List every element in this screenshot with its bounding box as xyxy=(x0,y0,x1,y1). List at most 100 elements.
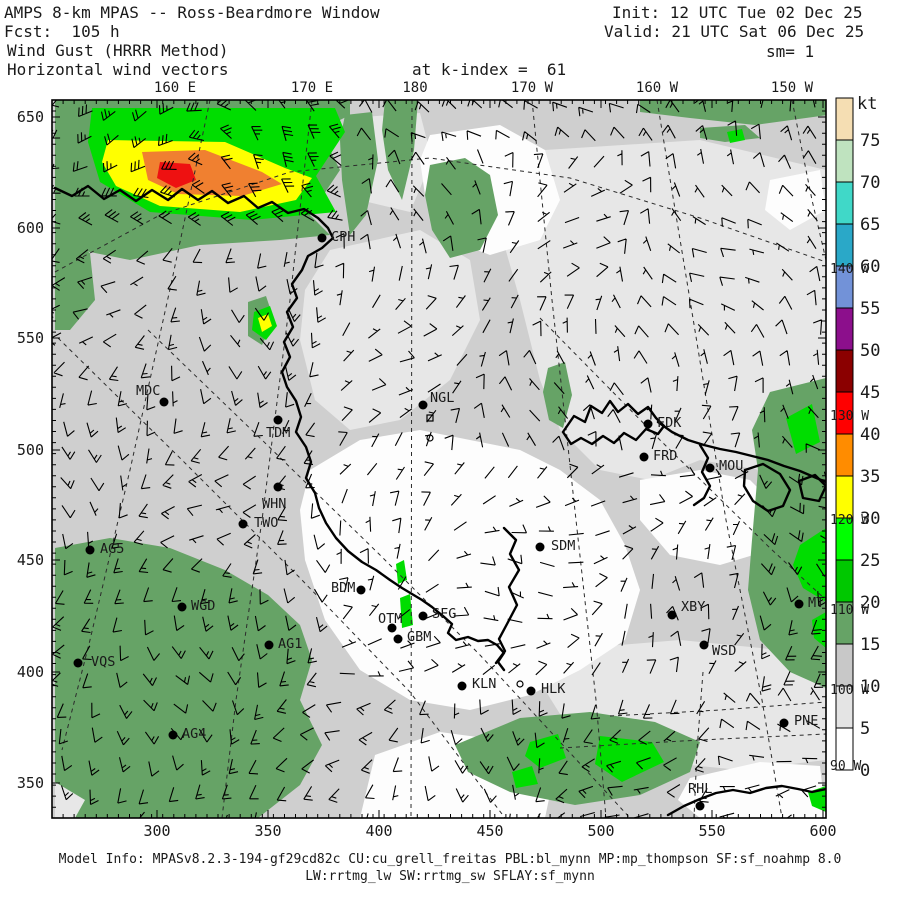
graticule-line xyxy=(693,671,704,818)
shade-region-bgreen xyxy=(525,734,566,768)
colorbar-segment xyxy=(835,643,854,687)
right-longitude-label: 120 W xyxy=(830,513,869,528)
station-label: BDM xyxy=(331,580,355,596)
y-axis-label: 600 xyxy=(17,219,44,237)
aws-circle-marker xyxy=(516,680,524,688)
station-label: MDC xyxy=(136,383,160,399)
x-axis-label: 350 xyxy=(254,822,281,840)
station-label: AG4 xyxy=(182,726,206,742)
shade-region-sage xyxy=(425,158,498,258)
shade-region-bgreen xyxy=(793,528,826,602)
station-label: VQS xyxy=(91,654,115,670)
station-WHN: WHN xyxy=(262,482,286,512)
graticule-line xyxy=(531,100,607,818)
station-marker xyxy=(273,482,283,492)
station-label: AG5 xyxy=(100,541,124,557)
shade-region-sage xyxy=(55,233,95,330)
shade-region-sage xyxy=(748,378,826,688)
x-axis-label: 400 xyxy=(365,822,392,840)
station-label: WSD xyxy=(712,643,736,659)
shade-region-light xyxy=(300,230,480,430)
station-label: NGL xyxy=(430,390,454,406)
colorbar-tick-label: 65 xyxy=(860,215,880,235)
colorbar-unit: kt xyxy=(857,94,877,114)
station-label: HLK xyxy=(541,681,566,697)
colorbar-tick-label: 40 xyxy=(860,425,880,445)
station-SFG: SFG xyxy=(418,606,456,622)
right-longitude-label: 140 W xyxy=(830,262,869,277)
station-marker xyxy=(535,542,545,552)
station-marker xyxy=(457,681,467,691)
forecast-hour: Fcst: 105 h xyxy=(4,22,120,41)
colorbar-tick-label: 20 xyxy=(860,593,880,613)
station-marker xyxy=(264,640,274,650)
coastline xyxy=(53,184,506,672)
colorbar-segment xyxy=(835,475,854,519)
colorbar-tick-label: 25 xyxy=(860,551,880,571)
station-label: FDK xyxy=(657,415,682,431)
shade-region-bgreen xyxy=(727,129,745,143)
station-AG1: AG1 xyxy=(264,636,302,652)
page-title: AMPS 8-km MPAS -- Ross-Beardmore Window xyxy=(4,3,380,22)
station-marker xyxy=(699,640,709,650)
station-marker xyxy=(643,419,653,429)
shade-region-bgreen xyxy=(396,560,407,584)
station-HLK: HLK xyxy=(526,681,566,697)
top-longitude-label: 170 W xyxy=(511,80,554,96)
station-marker xyxy=(387,623,397,633)
shade-region-sage xyxy=(382,100,418,200)
shade-region-bgreen xyxy=(400,594,413,628)
y-axis-label: 450 xyxy=(17,551,44,569)
init-time: Init: 12 UTC Tue 02 Dec 25 xyxy=(612,3,863,22)
colorbar-tick-label: 60 xyxy=(860,257,880,277)
top-longitude-label: 180 xyxy=(402,80,427,96)
station-marker xyxy=(418,400,428,410)
station-marker xyxy=(73,658,83,668)
station-marker xyxy=(317,233,327,243)
station-FDK: FDK xyxy=(643,415,682,431)
station-TWO: TWO xyxy=(238,515,278,531)
graticule-line xyxy=(791,100,826,261)
station-marker xyxy=(85,545,95,555)
shade-region-bgreen xyxy=(512,766,538,788)
station-TDM: TDM xyxy=(266,415,290,441)
aws-circle-marker xyxy=(426,434,434,442)
colorbar-tick-label: 75 xyxy=(860,131,880,151)
station-FRD: FRD xyxy=(639,448,677,464)
station-PNE: PNE xyxy=(779,713,818,729)
right-longitude-label: 130 W xyxy=(830,409,869,424)
station-marker xyxy=(356,585,366,595)
station-GBM: GBM xyxy=(393,629,431,645)
station-KLN: KLN xyxy=(457,676,496,692)
x-axis-label: 300 xyxy=(143,822,170,840)
shade-region-white xyxy=(678,762,826,818)
colorbar-segment xyxy=(835,727,854,771)
colorbar-tick-label: 0 xyxy=(860,761,870,781)
axis-ticks xyxy=(51,99,826,818)
station-label: XBY xyxy=(681,599,705,615)
station-label: FRD xyxy=(653,448,677,464)
station-label: TWO xyxy=(254,515,278,531)
coastline xyxy=(494,526,521,665)
top-longitude-label: 150 W xyxy=(771,80,814,96)
colorbar-segment xyxy=(835,307,854,351)
map-area: CPH MDC TDM NGL FDK FRD MOU WHN TWO AG5 SDM BDM WGD O… xyxy=(52,100,826,818)
colorbar-tick-label: 5 xyxy=(860,719,870,739)
station-label: KLN xyxy=(472,676,496,692)
x-axis-label: 600 xyxy=(809,822,836,840)
shade-region-light xyxy=(500,140,826,480)
field-name: Wind Gust (HRRR Method) xyxy=(7,41,229,60)
colorbar-segment xyxy=(835,433,854,477)
station-marker xyxy=(238,519,248,529)
station-marker xyxy=(779,718,789,728)
colorbar-segment xyxy=(835,139,854,183)
station-label: AG1 xyxy=(278,636,302,652)
shade-region-bgreen xyxy=(786,404,820,454)
station-label: GBM xyxy=(407,629,431,645)
station-label: PNE xyxy=(794,713,818,729)
shade-region-white xyxy=(640,470,780,565)
station-marker xyxy=(695,801,705,811)
shade-region-light xyxy=(55,782,85,818)
